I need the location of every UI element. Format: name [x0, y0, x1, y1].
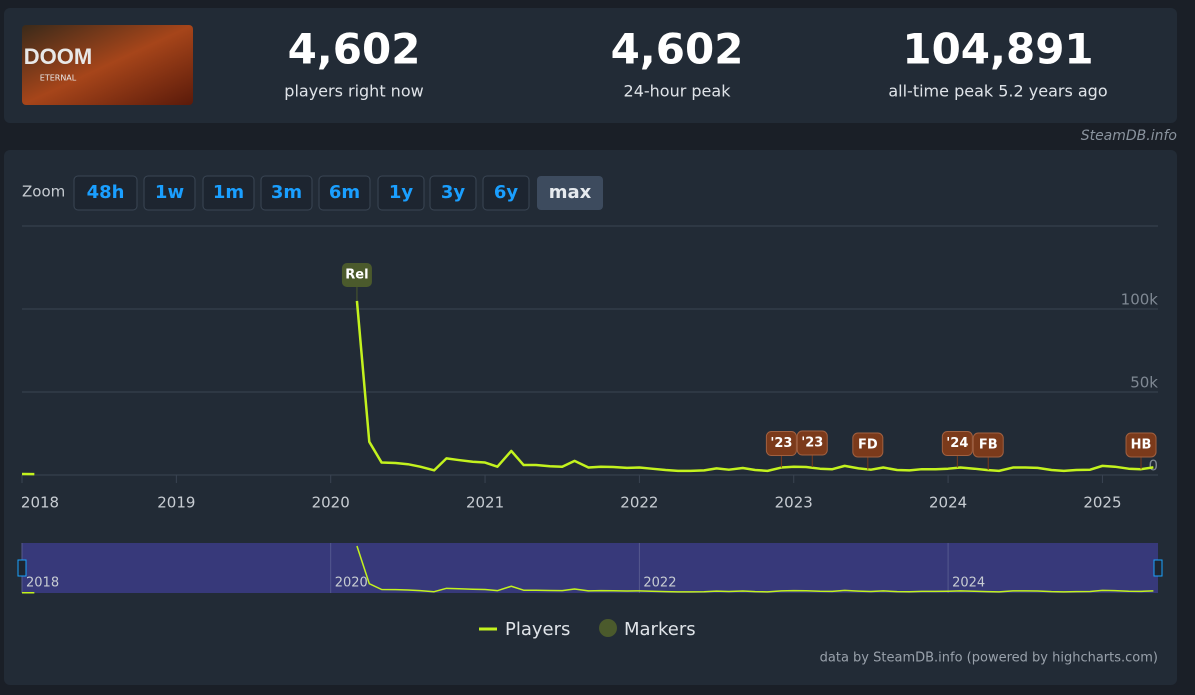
marker-label: HB — [1131, 438, 1152, 453]
zoom-button[interactable] — [482, 175, 530, 211]
marker-flag — [972, 432, 1004, 458]
zoom-button-label[interactable]: 3y — [441, 182, 466, 203]
chart-panel — [4, 150, 1177, 685]
x-tick-label: 2022 — [620, 494, 658, 512]
zoom-button[interactable] — [377, 175, 425, 211]
source: SteamDB.info — [1081, 128, 1177, 144]
stat-value: 4,602 — [288, 25, 421, 74]
navigator-handle[interactable] — [1153, 559, 1163, 577]
marker-label: FB — [979, 438, 998, 453]
zoom-button[interactable] — [429, 175, 477, 211]
marker-label: '24 — [946, 436, 968, 451]
zoom-button-label[interactable]: 1w — [155, 182, 184, 203]
navigator-tick-label: 2018 — [26, 576, 59, 591]
zoom-button-label[interactable]: 6m — [329, 182, 360, 203]
marker-flag — [852, 432, 884, 458]
stat-label: 24-hour peak — [624, 82, 732, 101]
stat-label: all-time peak 5.2 years ago — [888, 82, 1107, 101]
marker-flag — [1125, 432, 1157, 458]
marker-flag — [765, 431, 797, 457]
zoom-button[interactable] — [537, 176, 603, 210]
legend-label: Markers — [624, 619, 696, 640]
x-tick-label: 2020 — [312, 494, 350, 512]
navigator-line — [356, 545, 1154, 593]
navigator — [22, 543, 1158, 593]
x-tick-label: 2023 — [775, 494, 813, 512]
legend-label: Players — [505, 619, 570, 640]
navigator-tick-label: 2020 — [335, 576, 368, 591]
zoom-button[interactable] — [143, 175, 196, 211]
zoom-button[interactable] — [318, 175, 371, 211]
logo-title: DOOM — [24, 44, 92, 69]
zoom-button-label[interactable]: max — [549, 182, 592, 203]
x-tick-label: 2019 — [157, 494, 195, 512]
zoom-button-label[interactable]: 6y — [494, 182, 519, 203]
navigator-handle[interactable] — [17, 559, 27, 577]
marker-flag — [341, 263, 372, 287]
marker-label: FD — [858, 438, 878, 453]
players-line — [355, 300, 1154, 473]
zoom-button-label[interactable]: 1m — [213, 182, 244, 203]
game-logo — [22, 25, 193, 105]
zoom-label: Zoom — [22, 183, 65, 201]
zoom-button[interactable] — [202, 175, 255, 211]
credits: data by SteamDB.info (powered by highcha… — [820, 651, 1158, 666]
marker-label: '23 — [801, 436, 823, 451]
stat-label: players right now — [284, 82, 423, 101]
stats-panel — [4, 8, 1177, 123]
zoom-button[interactable] — [73, 175, 138, 211]
zoom-button-label[interactable]: 48h — [87, 182, 125, 203]
y-tick-label: 50k — [1130, 374, 1158, 392]
marker-label: Rel — [345, 268, 368, 283]
stat-value: 4,602 — [611, 25, 744, 74]
zoom-button-label[interactable]: 3m — [271, 182, 302, 203]
marker-flag — [796, 430, 828, 456]
marker-flag — [941, 431, 973, 457]
navigator-tick-label: 2024 — [952, 576, 985, 591]
x-tick-label: 2025 — [1083, 494, 1121, 512]
legend-swatch — [599, 619, 617, 637]
x-tick-label: 2021 — [466, 494, 504, 512]
marker-label: '23 — [770, 436, 792, 451]
zoom-button-label[interactable]: 1y — [389, 182, 414, 203]
stat-value: 104,891 — [902, 25, 1093, 74]
x-tick-label: 2018 — [21, 494, 59, 512]
y-tick-label: 100k — [1121, 291, 1159, 309]
zoom-button[interactable] — [260, 175, 313, 211]
x-tick-label: 2024 — [929, 494, 967, 512]
logo-subtitle: ETERNAL — [40, 74, 77, 83]
navigator-tick-label: 2022 — [643, 576, 676, 591]
y-tick-label: 0 — [1148, 457, 1158, 475]
